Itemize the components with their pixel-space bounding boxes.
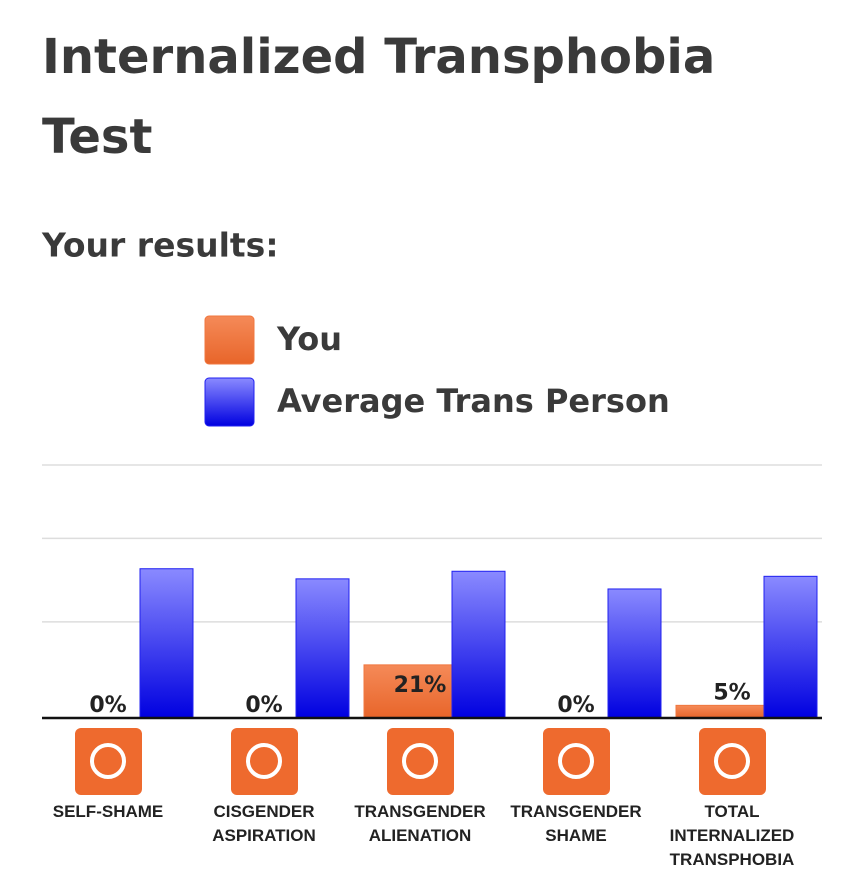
- bar: [763, 575, 818, 719]
- icon-shape: [246, 743, 282, 779]
- chart-subtitle: Your results:: [41, 226, 279, 265]
- x-tick-label: CISGENDER ASPIRATION: [212, 802, 316, 845]
- category-icon: [231, 728, 298, 795]
- category-icon: [75, 728, 142, 795]
- value-label: 5%: [713, 680, 750, 705]
- category-icon: [699, 728, 766, 795]
- icon-bg: [699, 728, 766, 795]
- value-label: 0%: [89, 693, 126, 718]
- legend-swatch: [204, 377, 255, 427]
- x-tick-label: TRANSGENDER SHAME: [510, 802, 641, 845]
- legend-label: Average Trans Person: [277, 382, 670, 420]
- x-tick-label: TOTAL INTERNALIZED TRANSPHOBIA: [670, 802, 795, 869]
- icon-bg: [75, 728, 142, 795]
- bar: [607, 588, 662, 719]
- icon-shape: [714, 743, 750, 779]
- bar: [451, 570, 506, 719]
- icon-shape: [402, 743, 438, 779]
- value-label: 0%: [245, 693, 282, 718]
- bar: [295, 578, 350, 719]
- icon-shape: [558, 743, 594, 779]
- x-tick-label: TRANSGENDER ALIENATION: [354, 802, 485, 845]
- value-label: 21%: [394, 673, 447, 698]
- value-label: 0%: [557, 693, 594, 718]
- icon-bg: [543, 728, 610, 795]
- x-tick-label: SELF-SHAME: [53, 802, 164, 821]
- legend-swatch: [204, 315, 255, 365]
- legend-label: You: [276, 320, 342, 358]
- category-icon: [387, 728, 454, 795]
- icon-shape: [90, 743, 126, 779]
- icon-bg: [231, 728, 298, 795]
- icon-bg: [387, 728, 454, 795]
- category-icon: [543, 728, 610, 795]
- chart-title: Internalized Transphobia Test: [42, 29, 715, 165]
- bar: [139, 568, 194, 719]
